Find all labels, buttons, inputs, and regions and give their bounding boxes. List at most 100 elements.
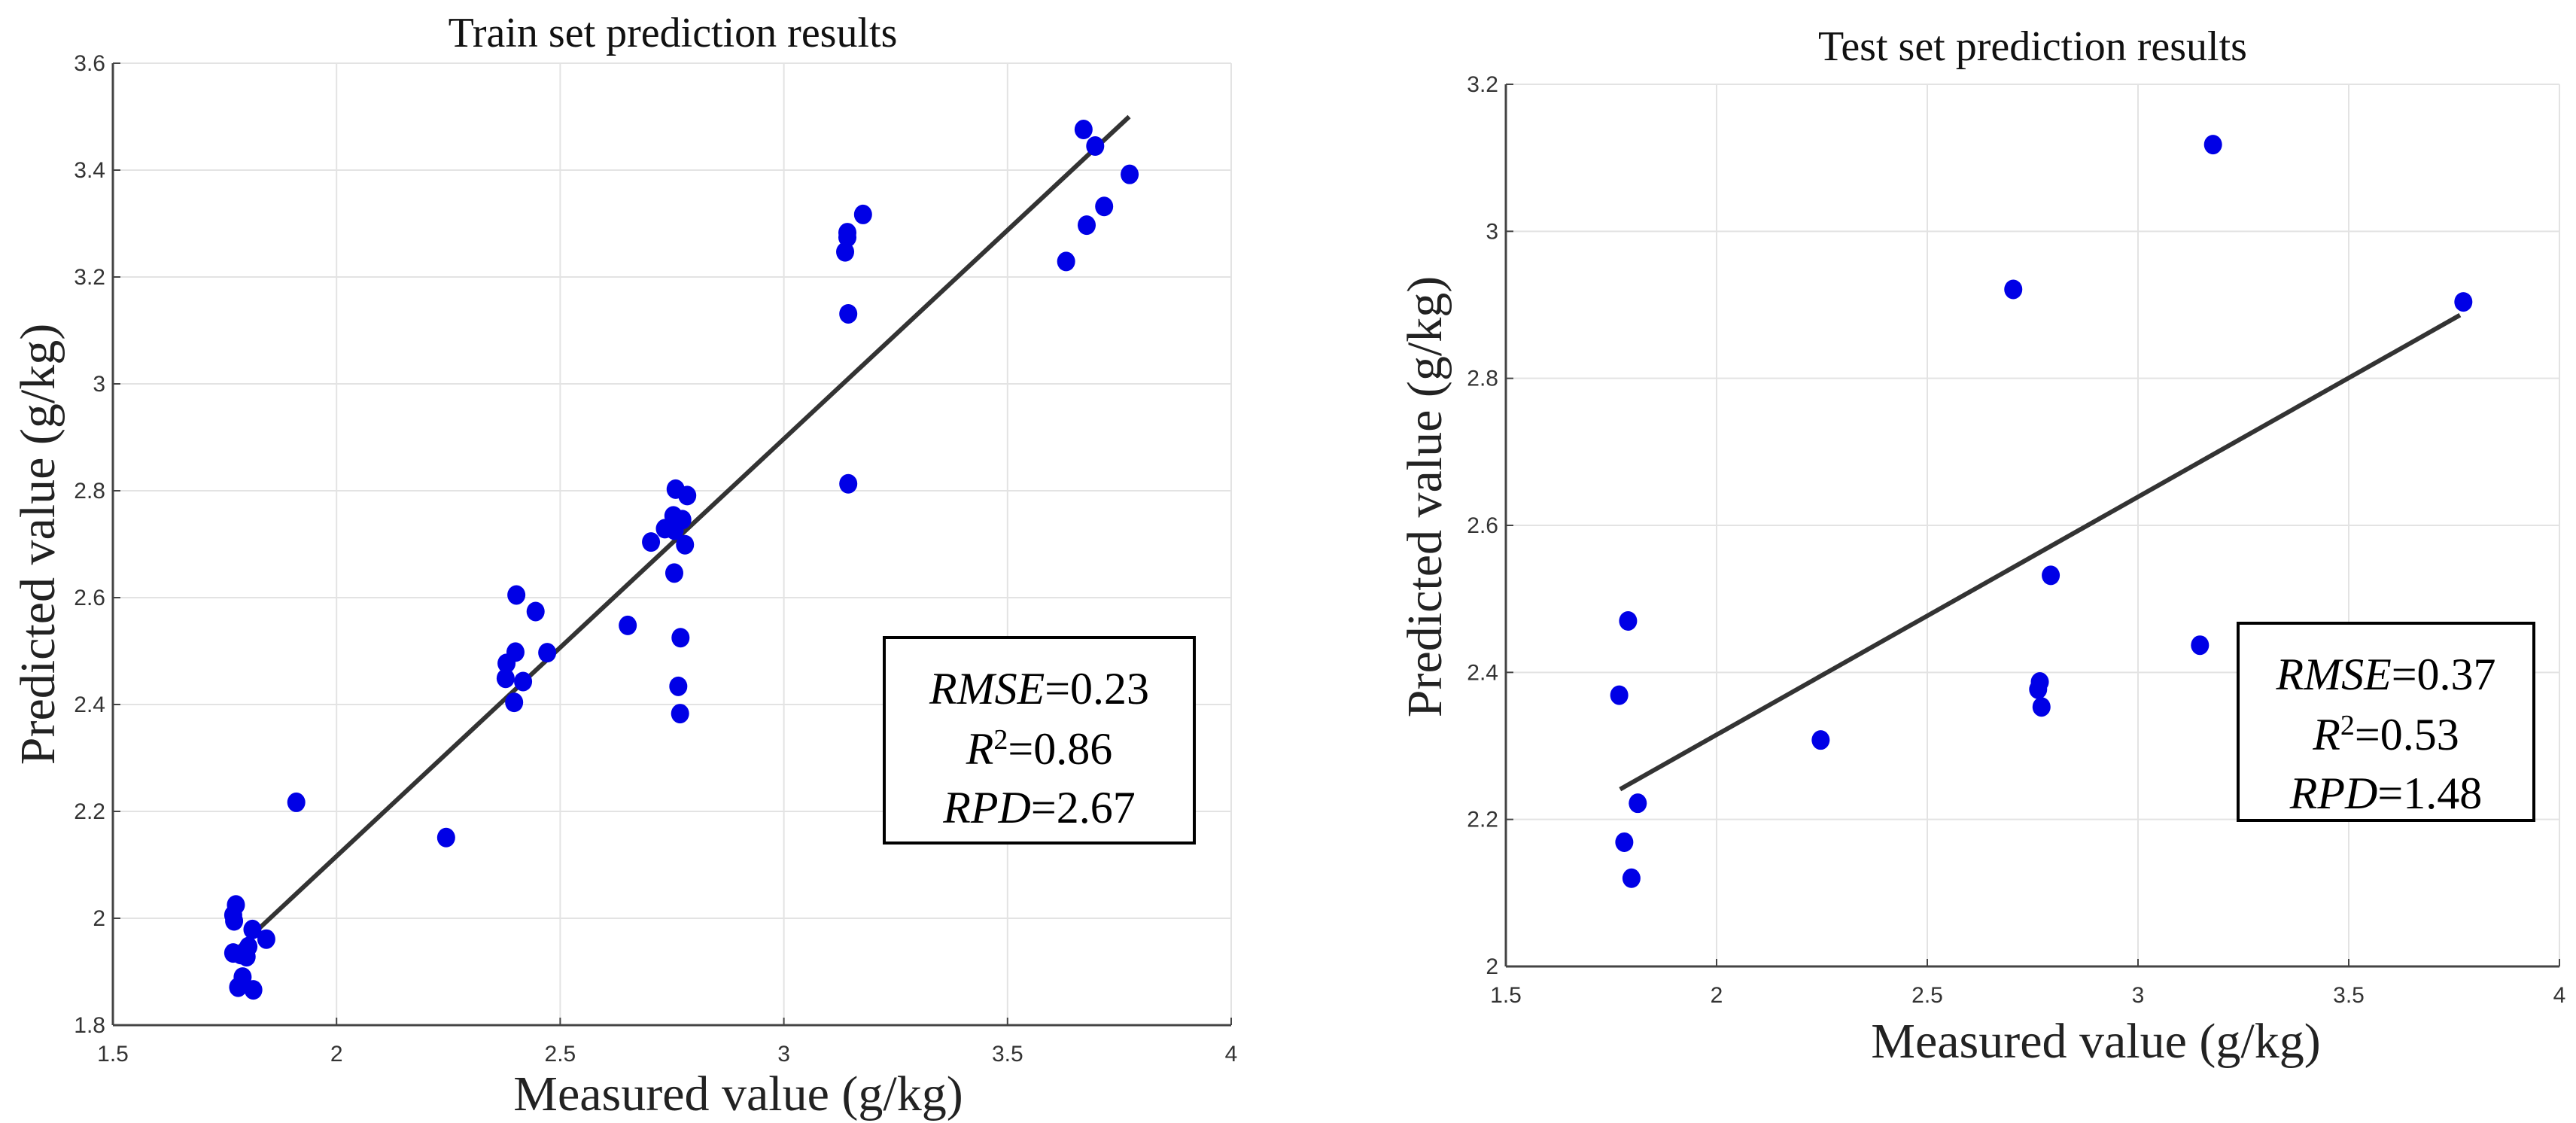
data-point: [671, 704, 689, 724]
rpd-label: RPD: [942, 783, 1031, 832]
rmse-value: =0.37: [2392, 650, 2496, 699]
data-point: [1619, 610, 1638, 631]
r2-label: R: [966, 724, 994, 774]
y-axis-label: Predicted value (g/kg): [1397, 276, 1452, 717]
y-tick-label: 2: [93, 906, 105, 931]
data-point: [839, 473, 858, 494]
stats-box-border: [2237, 622, 2535, 822]
data-point: [243, 919, 262, 939]
y-tick-label: 1.8: [74, 1013, 105, 1038]
data-point: [2042, 565, 2060, 586]
data-point: [526, 601, 545, 622]
x-tick-label: 2.5: [1911, 983, 1943, 1008]
data-point: [244, 980, 263, 1000]
r2-superscript: 2: [2340, 710, 2355, 741]
x-axis-label: Measured value (g/kg): [513, 1067, 963, 1121]
r2-value: =0.86: [1008, 724, 1112, 774]
data-point: [1615, 832, 1634, 852]
chart-title: Test set prediction results: [1818, 23, 2247, 70]
stats-box-border: [883, 636, 1196, 845]
data-point: [2203, 135, 2222, 155]
data-point: [2029, 679, 2048, 699]
rpd-value: =1.48: [2377, 768, 2482, 818]
x-tick-label: 1.5: [97, 1042, 129, 1067]
data-point: [671, 628, 690, 648]
r2-text: R2=0.86: [966, 724, 1113, 774]
data-point: [853, 204, 872, 224]
data-point: [496, 668, 515, 689]
rmse-text: RMSE=0.23: [929, 664, 1149, 714]
data-point: [665, 563, 683, 583]
data-point: [642, 532, 661, 552]
fit-line: [1619, 313, 2462, 792]
y-axis-label: Predicted value (g/kg): [11, 324, 65, 765]
data-point: [1629, 793, 1647, 814]
r2-label: R: [2312, 710, 2340, 759]
x-tick-label: 3.5: [992, 1042, 1023, 1067]
data-point: [1811, 730, 1830, 750]
data-point: [1078, 215, 1096, 236]
rmse-label: RMSE: [2275, 650, 2391, 699]
x-tick-label: 2: [330, 1042, 343, 1067]
data-point: [1074, 120, 1093, 140]
data-point: [237, 947, 256, 967]
data-point: [538, 643, 557, 663]
data-point: [2032, 697, 2051, 717]
y-tick-label: 3.2: [1467, 72, 1498, 97]
data-point: [1610, 685, 1629, 705]
stats-box: RMSE=0.37 R2=0.53 RPD=1.48: [2237, 622, 2535, 822]
x-axis-label: Measured value (g/kg): [1871, 1014, 2320, 1069]
data-point: [229, 977, 248, 997]
chart-train: 1.5 2 2.5 3 3.5 4 1.8 2 2.2 2.4 2.6 2.8 3 3.2 3.4 3.6 Tr…: [11, 10, 1237, 1121]
y-tick-label: 3.2: [74, 265, 105, 290]
data-point: [2004, 279, 2023, 300]
rmse-value: =0.23: [1045, 664, 1149, 714]
data-point: [507, 585, 526, 605]
x-tick-label: 4: [1225, 1042, 1238, 1067]
x-tick-label: 3.5: [2333, 983, 2365, 1008]
r2-superscript: 2: [993, 724, 1008, 756]
data-point: [2191, 635, 2210, 656]
r2-value: =0.53: [2355, 710, 2459, 759]
x-tick-label: 1.5: [1490, 983, 1522, 1008]
r2-text: R2=0.53: [2312, 710, 2459, 759]
data-point: [669, 676, 688, 696]
chart-test: 1.5 2 2.5 3 3.5 4 2 2.2 2.4 2.6 2.8 3 3.2 Test set pr…: [1397, 23, 2565, 1069]
data-point: [2454, 292, 2473, 312]
x-tick-label: 4: [2553, 983, 2566, 1008]
data-point: [1086, 136, 1105, 157]
y-tick-label: 2.4: [1467, 660, 1498, 685]
data-point: [678, 485, 697, 506]
x-tick-label: 3: [2132, 983, 2145, 1008]
rmse-label: RMSE: [929, 664, 1045, 714]
y-tick-label: 2.8: [1467, 367, 1498, 391]
data-point: [225, 911, 244, 931]
data-point: [257, 929, 275, 949]
rpd-text: RPD=2.67: [942, 783, 1135, 832]
data-point: [287, 792, 306, 812]
y-tick-label: 2: [1486, 954, 1498, 979]
data-point: [436, 827, 455, 848]
rmse-text: RMSE=0.37: [2275, 650, 2495, 699]
data-point: [1622, 868, 1641, 888]
y-tick-label: 3: [1486, 219, 1498, 244]
rpd-label: RPD: [2289, 768, 2378, 818]
y-tick-label: 3.6: [74, 51, 105, 76]
y-tick-label: 2.8: [74, 479, 105, 504]
data-point: [497, 653, 516, 674]
data-point: [1121, 164, 1139, 184]
data-point: [619, 615, 637, 635]
x-tick-label: 2: [1711, 983, 1723, 1008]
rpd-text: RPD=1.48: [2289, 768, 2482, 818]
data-point: [838, 227, 857, 248]
data-point: [676, 534, 695, 555]
y-tick-label: 2.6: [74, 586, 105, 610]
x-tick-label: 2.5: [545, 1042, 576, 1067]
data-point: [836, 242, 855, 262]
rpd-value: =2.67: [1031, 783, 1136, 832]
y-tick-label: 2.6: [1467, 513, 1498, 538]
y-tick-label: 2.2: [1467, 808, 1498, 832]
y-tick-label: 2.2: [74, 799, 105, 824]
y-tick-label: 3: [93, 372, 105, 397]
